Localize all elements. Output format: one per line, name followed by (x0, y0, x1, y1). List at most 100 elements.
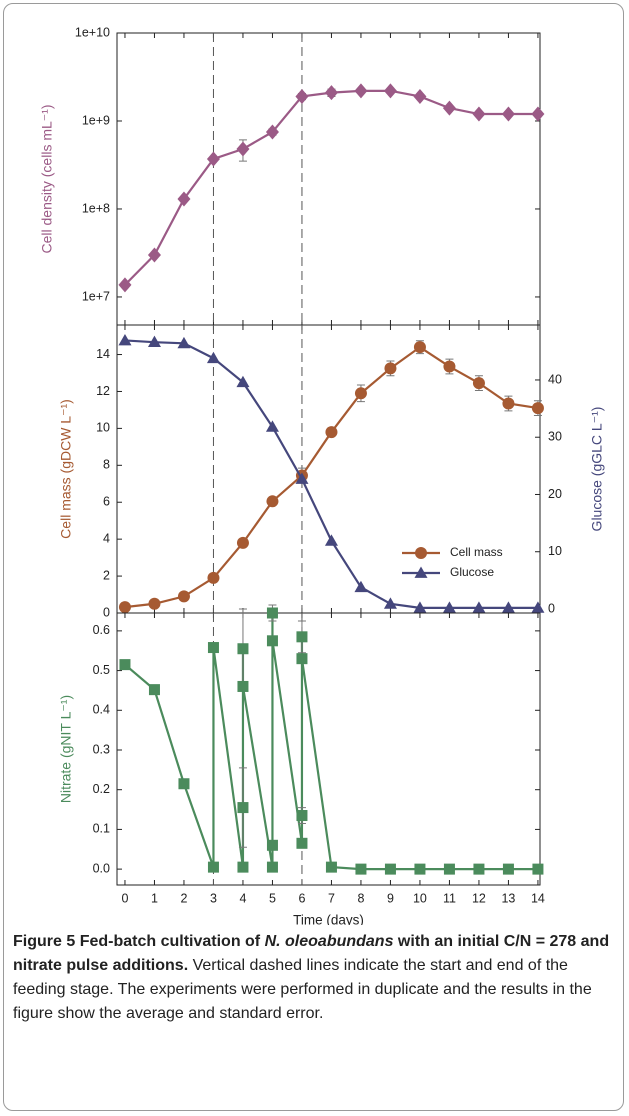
y2-tick-label: 40 (548, 372, 562, 386)
marker (414, 863, 426, 875)
y2-tick-label: 0 (548, 601, 555, 615)
y-tick-label: 0.0 (93, 861, 110, 875)
x-tick-label: 14 (531, 891, 545, 905)
marker (148, 597, 161, 610)
marker (177, 590, 190, 603)
marker (295, 88, 309, 104)
marker (502, 397, 515, 410)
y-tick-label: 6 (103, 495, 110, 509)
series-line (124, 613, 538, 871)
marker (531, 106, 545, 122)
marker (472, 601, 486, 613)
x-tick-label: 7 (328, 891, 335, 905)
marker (207, 642, 219, 654)
marker (177, 191, 191, 207)
marker (443, 863, 455, 875)
caption: Figure 5 Fed-batch cultivation of N. ole… (13, 930, 617, 1026)
marker (325, 426, 338, 439)
x-tick-label: 11 (443, 891, 456, 905)
chart: 1e+7 1e+8 1e+9 1e+10 Cell density (cells mL⁻… (39, 25, 605, 925)
plot-frame (116, 32, 541, 326)
marker (442, 100, 456, 116)
marker (442, 601, 456, 613)
marker (501, 601, 515, 613)
marker (119, 659, 131, 671)
marker (443, 360, 456, 373)
marker (265, 124, 279, 140)
marker (501, 106, 515, 122)
marker (118, 601, 131, 614)
marker (472, 106, 486, 122)
x-tick-label: 6 (298, 891, 305, 905)
y-tick-label: 0.5 (93, 663, 110, 677)
marker (502, 863, 514, 875)
y-tick-label: 12 (96, 384, 110, 398)
y2-tick-label: 30 (548, 430, 562, 444)
marker (325, 861, 337, 873)
y-tick-label: 1e+7 (82, 289, 110, 303)
marker (177, 336, 191, 349)
marker (266, 495, 279, 508)
legend-marker (415, 547, 427, 559)
marker (324, 534, 338, 546)
y-axis-label: Nitrate (gNIT L⁻¹) (58, 695, 74, 803)
y-tick-label: 10 (96, 421, 110, 435)
marker (413, 601, 427, 613)
y-tick-label: 0.3 (93, 742, 110, 756)
marker (266, 839, 278, 851)
caption-label: Figure 5 (13, 933, 76, 950)
marker (384, 863, 396, 875)
marker (383, 597, 397, 609)
marker (531, 601, 545, 613)
marker (296, 631, 308, 643)
marker (147, 335, 161, 348)
legend-label: Glucose (450, 565, 494, 579)
y2-axis-label: Glucose (gGLC L⁻¹) (589, 407, 605, 532)
x-tick-label: 12 (472, 891, 486, 905)
x-tick-label: 4 (239, 891, 246, 905)
marker (532, 863, 544, 875)
y-tick-label: 1e+8 (82, 201, 110, 215)
y-tick-label: 1e+10 (75, 25, 110, 39)
y-axis-label: Cell density (cells mL⁻¹) (39, 105, 55, 254)
marker (237, 680, 249, 692)
plot-frame (116, 612, 541, 886)
x-tick-label: 8 (357, 891, 364, 905)
x-tick-label: 13 (501, 891, 515, 905)
marker (354, 387, 367, 400)
marker (236, 536, 249, 549)
marker (236, 375, 250, 388)
series-line (124, 89, 538, 286)
marker (473, 863, 485, 875)
y-tick-label: 0.1 (93, 822, 110, 836)
marker (207, 571, 220, 584)
marker (237, 802, 249, 814)
marker (384, 362, 397, 375)
marker (266, 861, 278, 873)
x-tick-label: 0 (121, 891, 128, 905)
marker (355, 863, 367, 875)
marker (296, 837, 308, 849)
y-tick-label: 0.6 (93, 623, 110, 637)
caption-species: N. oleoabundans (264, 933, 394, 950)
x-axis-label: Time (days) (293, 913, 364, 925)
marker (472, 377, 485, 390)
marker (295, 472, 309, 484)
y-tick-label: 1e+9 (82, 113, 110, 127)
y-tick-label: 0.4 (93, 703, 110, 717)
marker (148, 684, 160, 696)
caption-text: Vertical dashed lines indicate the start… (13, 957, 592, 1022)
y-axis-label: Cell mass (gDCW L⁻¹) (58, 399, 74, 539)
marker (383, 83, 397, 99)
marker (147, 247, 161, 263)
marker (236, 141, 250, 157)
marker (296, 653, 308, 665)
x-tick-label: 2 (180, 891, 187, 905)
caption-title: with an initial C/N = 278 and nitrate pu… (13, 933, 610, 974)
marker (237, 643, 249, 655)
y-tick-label: 2 (103, 568, 110, 582)
y-tick-label: 14 (96, 347, 110, 361)
y2-tick-label: 10 (548, 544, 562, 558)
figure-border (3, 3, 624, 1111)
